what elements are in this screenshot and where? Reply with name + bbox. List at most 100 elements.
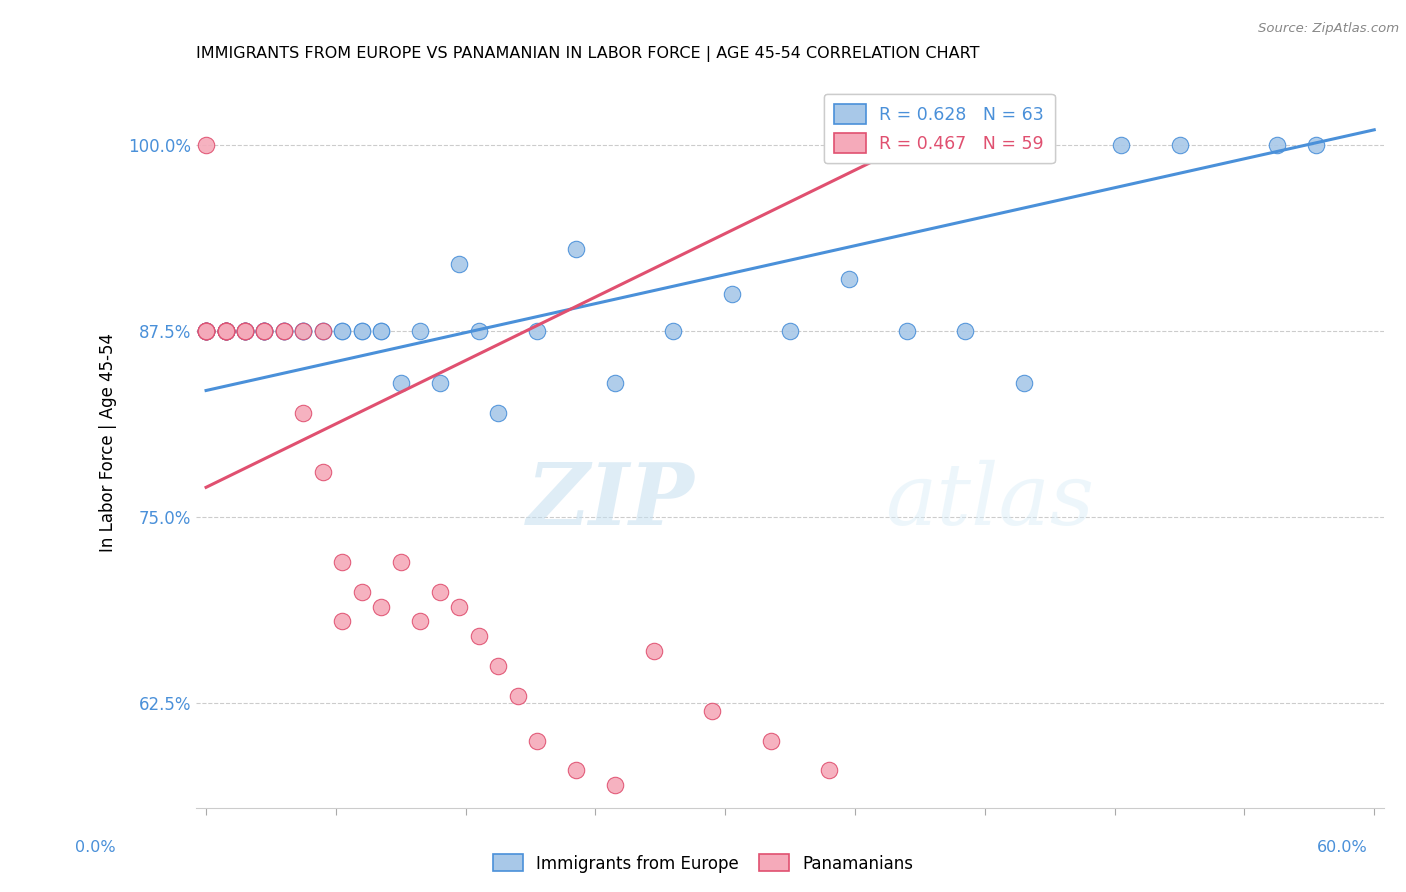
Point — [759, 733, 782, 747]
Point — [195, 324, 218, 338]
Point — [526, 733, 548, 747]
Point — [195, 324, 218, 338]
Point — [233, 324, 256, 338]
Point — [292, 324, 315, 338]
Point — [506, 689, 529, 703]
Text: Source: ZipAtlas.com: Source: ZipAtlas.com — [1258, 22, 1399, 36]
Point — [233, 324, 256, 338]
Point — [565, 242, 588, 256]
Point — [253, 324, 276, 338]
Legend: R = 0.628   N = 63, R = 0.467   N = 59: R = 0.628 N = 63, R = 0.467 N = 59 — [824, 94, 1054, 163]
Point — [233, 324, 256, 338]
Point — [253, 324, 276, 338]
Point — [1265, 137, 1288, 152]
Point — [467, 324, 489, 338]
Point — [214, 324, 236, 338]
Point — [312, 324, 335, 338]
Point — [214, 324, 236, 338]
Point — [449, 599, 471, 614]
Point — [350, 324, 373, 338]
Point — [253, 324, 276, 338]
Point — [195, 324, 218, 338]
Point — [565, 764, 588, 778]
Point — [214, 324, 236, 338]
Point — [214, 324, 236, 338]
Point — [896, 324, 918, 338]
Point — [195, 324, 218, 338]
Point — [214, 324, 236, 338]
Point — [214, 324, 236, 338]
Point — [273, 324, 295, 338]
Point — [214, 324, 236, 338]
Point — [214, 324, 236, 338]
Text: ZIP: ZIP — [527, 459, 695, 543]
Point — [409, 615, 432, 629]
Point — [195, 324, 218, 338]
Point — [389, 555, 412, 569]
Point — [389, 376, 412, 390]
Point — [409, 324, 432, 338]
Point — [449, 257, 471, 271]
Point — [702, 704, 724, 718]
Point — [370, 324, 392, 338]
Point — [214, 324, 236, 338]
Point — [838, 272, 860, 286]
Point — [370, 324, 392, 338]
Point — [330, 324, 353, 338]
Point — [603, 778, 626, 792]
Point — [955, 324, 977, 338]
Point — [273, 324, 295, 338]
Legend: Immigrants from Europe, Panamanians: Immigrants from Europe, Panamanians — [486, 847, 920, 880]
Point — [195, 137, 218, 152]
Point — [273, 324, 295, 338]
Point — [1168, 137, 1191, 152]
Point — [818, 764, 841, 778]
Point — [273, 324, 295, 338]
Point — [214, 324, 236, 338]
Point — [233, 324, 256, 338]
Point — [330, 324, 353, 338]
Point — [233, 324, 256, 338]
Point — [350, 324, 373, 338]
Point — [195, 324, 218, 338]
Point — [195, 324, 218, 338]
Point — [350, 584, 373, 599]
Point — [779, 324, 801, 338]
Point — [330, 555, 353, 569]
Point — [195, 324, 218, 338]
Point — [312, 324, 335, 338]
Text: 0.0%: 0.0% — [76, 840, 115, 855]
Point — [1012, 376, 1035, 390]
Point — [429, 584, 451, 599]
Point — [1109, 137, 1132, 152]
Point — [214, 324, 236, 338]
Point — [253, 324, 276, 338]
Point — [292, 324, 315, 338]
Y-axis label: In Labor Force | Age 45-54: In Labor Force | Age 45-54 — [100, 333, 117, 552]
Point — [195, 324, 218, 338]
Point — [312, 324, 335, 338]
Point — [233, 324, 256, 338]
Point — [370, 599, 392, 614]
Point — [253, 324, 276, 338]
Point — [195, 324, 218, 338]
Point — [486, 406, 509, 420]
Point — [233, 324, 256, 338]
Text: IMMIGRANTS FROM EUROPE VS PANAMANIAN IN LABOR FORCE | AGE 45-54 CORRELATION CHAR: IMMIGRANTS FROM EUROPE VS PANAMANIAN IN … — [197, 46, 980, 62]
Text: atlas: atlas — [886, 459, 1094, 542]
Point — [253, 324, 276, 338]
Point — [1305, 137, 1327, 152]
Text: 60.0%: 60.0% — [1317, 840, 1368, 855]
Point — [292, 406, 315, 420]
Point — [214, 324, 236, 338]
Point — [720, 286, 742, 301]
Point — [312, 466, 335, 480]
Point — [467, 629, 489, 643]
Point — [253, 324, 276, 338]
Point — [253, 324, 276, 338]
Point — [526, 324, 548, 338]
Point — [292, 324, 315, 338]
Point — [233, 324, 256, 338]
Point — [214, 324, 236, 338]
Point — [292, 324, 315, 338]
